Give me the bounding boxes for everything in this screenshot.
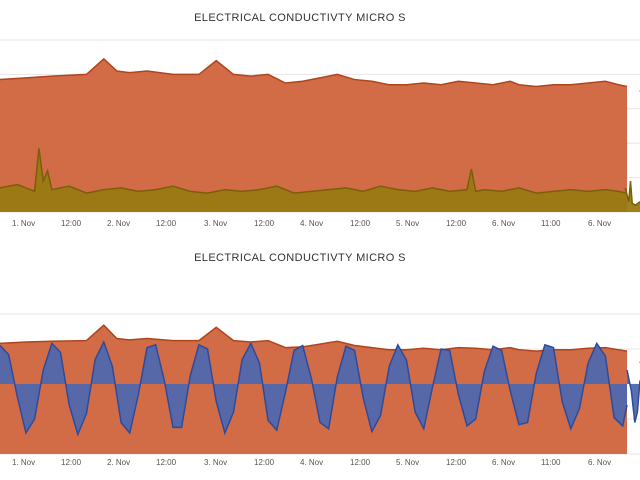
x-tick-label: 12:00 (350, 219, 371, 228)
x-tick-label: 4. Nov (300, 458, 323, 467)
series-line-secondary (0, 148, 628, 194)
x-tick-label: 12:00 (350, 458, 371, 467)
x-tick-label: 12:00 (254, 458, 275, 467)
x-tick-label: 6. Nov (492, 458, 515, 467)
series-line-oscillation-after-gap (626, 369, 640, 423)
x-tick-label: 4. Nov (300, 219, 323, 228)
x-tick-label: 12:00 (156, 219, 177, 228)
chart-plot: 1. Nov 12:00 2. Nov 12:00 3. Nov 12:00 4. Nov 1… (0, 39, 640, 228)
x-tick-label: 1. Nov (12, 219, 35, 228)
chart-title: ELECTRICAL CONDUCTIVTY MICRO S (194, 12, 406, 24)
series-area-oscillation-after-gap (627, 370, 640, 423)
x-tick-label: 2. Nov (107, 219, 130, 228)
chart-title: ELECTRICAL CONDUCTIVTY MICRO S (194, 252, 406, 264)
x-tick-label: 3. Nov (204, 219, 227, 228)
x-tick-label: 12:00 (446, 458, 467, 467)
x-tick-label: 3. Nov (204, 458, 227, 467)
x-tick-label: 12:00 (61, 219, 82, 228)
chart-panel-2: ELECTRICAL CONDUCTIVTY MICRO S 1. Nov 12:… (0, 240, 640, 480)
series-line-main (0, 57, 628, 88)
x-tick-label: 5. Nov (396, 458, 419, 467)
series-line-oscillation (0, 340, 628, 437)
x-tick-label: 6. Nov (492, 219, 515, 228)
series-area-secondary-after-gap (625, 181, 640, 212)
chart-panel-1: ELECTRICAL CONDUCTIVTY MICRO S 1. Nov 12:… (0, 12, 640, 228)
series-area-main (0, 58, 628, 212)
x-tick-label: 12:00 (254, 219, 275, 228)
x-tick-label: 2. Nov (107, 458, 130, 467)
x-tick-label: 1. Nov (12, 458, 35, 467)
x-tick-label: 5. Nov (396, 219, 419, 228)
x-tick-label: 11:00 (541, 219, 561, 228)
x-tick-label: 12:00 (446, 219, 467, 228)
series-area-secondary (0, 148, 628, 212)
chart-plot: 1. Nov 12:00 2. Nov 12:00 3. Nov 12:00 4. Nov 1… (0, 313, 640, 467)
x-tick-label: 11:00 (541, 458, 561, 467)
x-tick-label: 12:00 (156, 458, 177, 467)
x-tick-label: 12:00 (61, 458, 82, 467)
series-line-main (0, 324, 628, 352)
x-tick-label: 6. Nov (588, 458, 611, 467)
x-tick-label: 6. Nov (588, 219, 611, 228)
series-line-secondary-after-gap (624, 180, 640, 207)
